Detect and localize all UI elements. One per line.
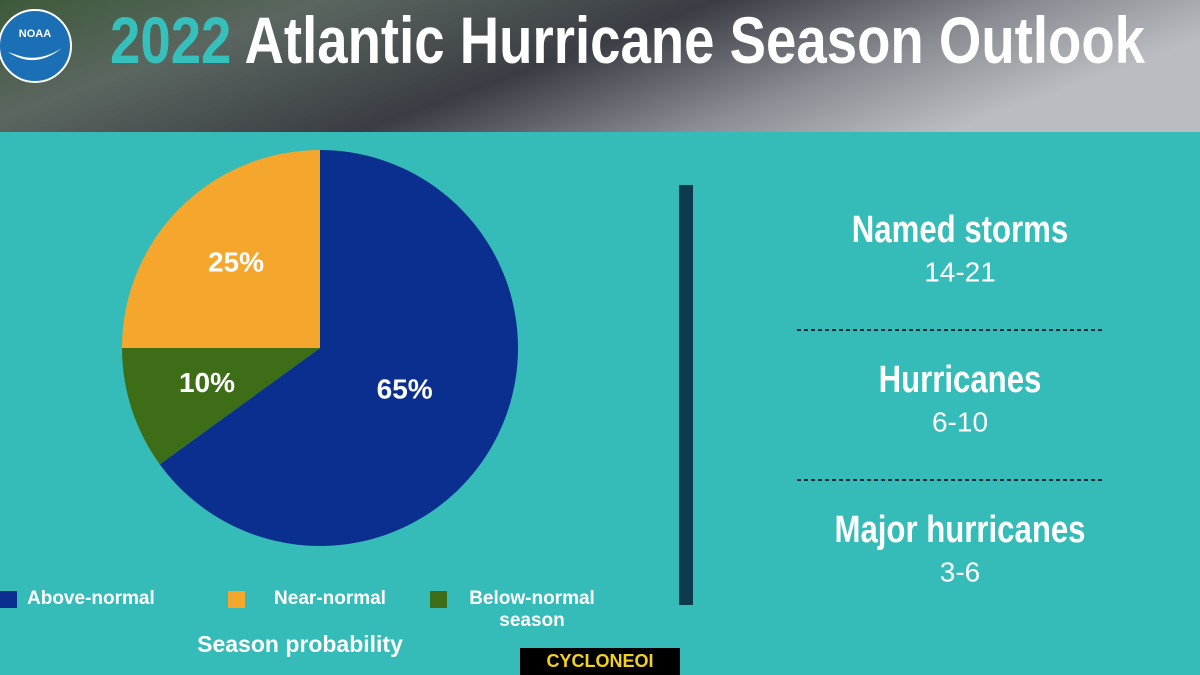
slice-label: 65% xyxy=(377,374,433,405)
legend-title: Season probability xyxy=(197,631,403,657)
legend-item: Below-normal season xyxy=(430,588,607,632)
outlook-value: 3-6 xyxy=(940,556,980,587)
chart-title: 2022 Atlantic Hurricane Season Outlook xyxy=(110,3,1145,77)
header-image xyxy=(0,0,1200,132)
logo-text: NOAA xyxy=(19,28,51,40)
divider xyxy=(679,185,693,605)
outlook-value: 14-21 xyxy=(924,256,996,287)
pie-slice xyxy=(122,348,320,465)
legend-item: Near-normal xyxy=(228,588,405,610)
outlook: Named storms 14-21 Hurricanes 6-10 Major hur… xyxy=(797,209,1103,587)
logo-bird xyxy=(8,48,62,61)
outlook-value: 6-10 xyxy=(932,406,988,437)
watermark-bg xyxy=(520,648,680,675)
legend-swatch xyxy=(228,591,245,608)
legend-label: Above-normal xyxy=(27,588,155,609)
legend-label: Below-normal season xyxy=(469,588,595,631)
legend-swatch xyxy=(0,591,17,608)
outlook-label: Named storms xyxy=(852,209,1068,251)
pie-slice xyxy=(159,150,518,547)
logo xyxy=(0,9,72,83)
legend-label: Near-normal xyxy=(274,588,386,609)
pie: 65% 10% 25% xyxy=(122,150,518,547)
watermark: CYCLONEOI xyxy=(546,651,653,671)
outlook-label: Hurricanes xyxy=(879,359,1042,401)
legend-item: Above-normal xyxy=(0,588,155,610)
title-text: Atlantic Hurricane Season Outlook xyxy=(245,3,1146,77)
outlook-label: Major hurricanes xyxy=(835,509,1086,551)
legend-swatch xyxy=(430,591,447,608)
pie-slice xyxy=(122,150,320,348)
slice-label: 10% xyxy=(179,367,235,398)
title-year: 2022 xyxy=(110,3,231,77)
slice-label: 25% xyxy=(208,246,264,277)
